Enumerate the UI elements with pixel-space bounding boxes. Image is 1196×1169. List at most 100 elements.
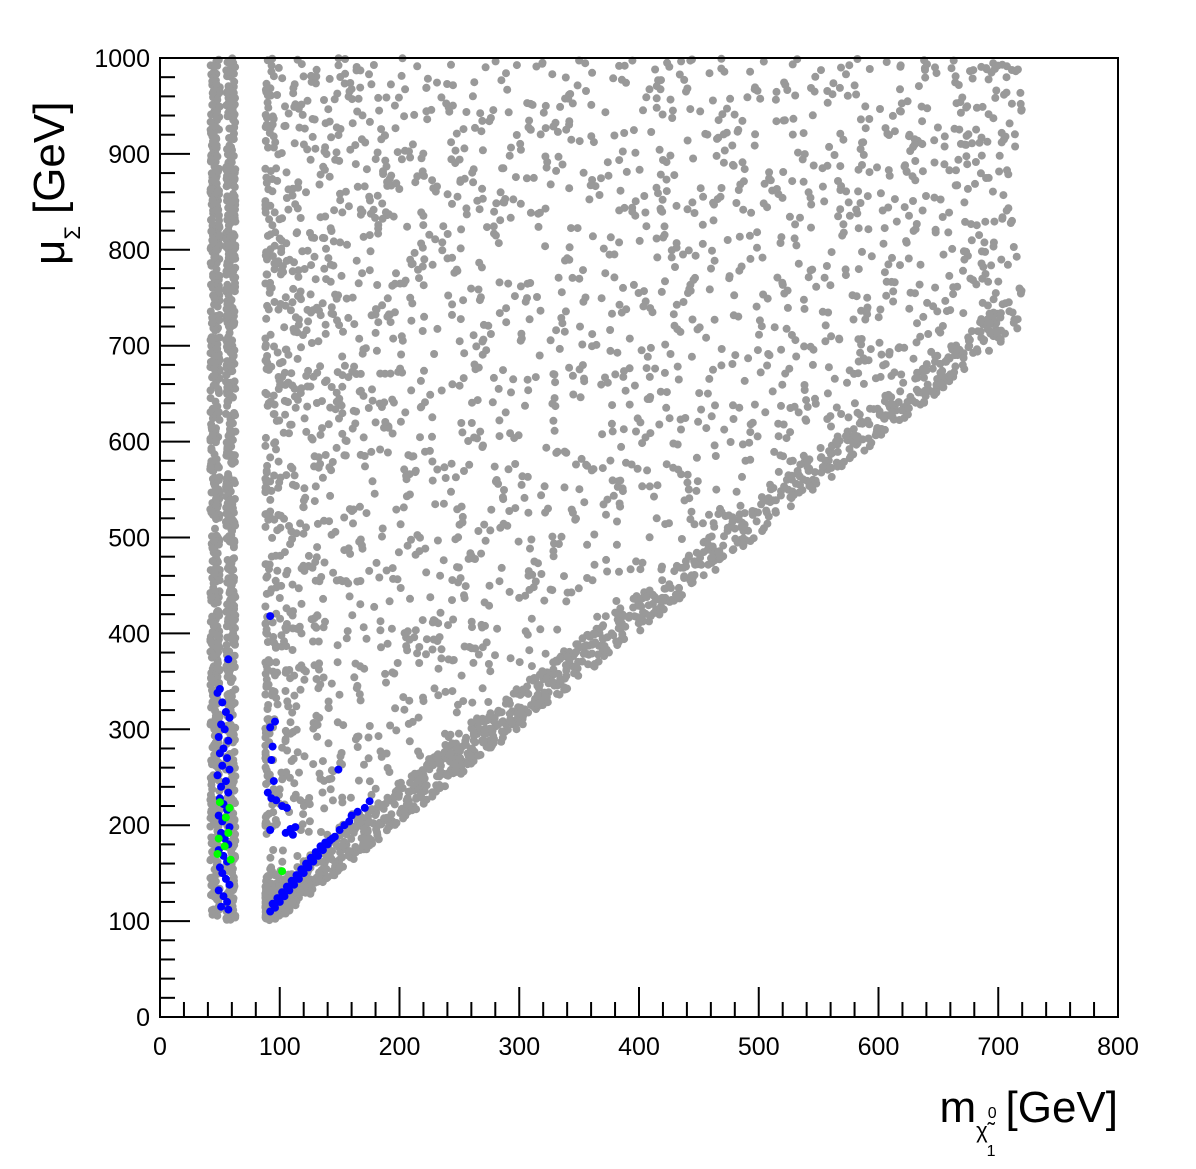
gray-point <box>414 713 423 722</box>
y-axis-title-subscript: Σ <box>60 226 85 240</box>
gray-point <box>275 594 284 602</box>
gray-point <box>230 786 239 795</box>
gray-point <box>374 229 383 238</box>
gray-point <box>418 327 427 335</box>
gray-point <box>391 124 400 133</box>
gray-point <box>321 212 330 221</box>
gray-point <box>490 462 499 471</box>
gray-point <box>496 216 505 225</box>
gray-point <box>282 194 291 202</box>
gray-point <box>291 313 300 322</box>
gray-point <box>745 438 754 447</box>
gray-point <box>299 529 308 538</box>
blue-point <box>281 828 290 837</box>
gray-point <box>353 743 362 751</box>
gray-point <box>326 260 335 269</box>
gray-point <box>774 467 783 476</box>
gray-point <box>346 549 355 558</box>
gray-point <box>528 570 537 579</box>
gray-point <box>516 139 525 148</box>
gray-point <box>225 241 234 250</box>
gray-point <box>877 350 886 359</box>
gray-point <box>231 94 239 103</box>
gray-point <box>884 390 893 399</box>
gray-point <box>495 278 504 287</box>
gray-point <box>799 295 808 304</box>
gray-point <box>533 690 542 699</box>
gray-point <box>710 256 719 265</box>
gray-point <box>588 342 596 351</box>
gray-point <box>215 713 224 722</box>
green-point <box>278 867 287 876</box>
gray-point <box>373 281 382 289</box>
gray-point <box>375 106 384 115</box>
gray-point <box>636 614 645 623</box>
gray-point <box>778 193 787 202</box>
gray-point <box>457 502 466 511</box>
gray-point <box>231 913 240 922</box>
gray-point <box>467 419 476 427</box>
gray-point <box>352 256 361 265</box>
gray-point <box>916 332 925 341</box>
gray-point <box>614 638 623 647</box>
gray-point <box>315 306 323 315</box>
gray-point <box>223 68 232 76</box>
gray-point <box>469 331 478 340</box>
gray-point <box>605 250 614 259</box>
gray-point <box>615 567 623 576</box>
gray-point <box>326 491 335 500</box>
gray-point <box>383 764 392 772</box>
gray-point <box>630 381 639 390</box>
gray-point <box>900 343 909 352</box>
gray-point <box>527 662 536 671</box>
gray-point <box>773 273 782 282</box>
gray-point <box>213 152 222 161</box>
gray-point <box>312 65 321 74</box>
gray-point <box>360 452 369 460</box>
gray-point <box>603 378 612 387</box>
x-axis-title: mχ̃0 1[GeV] <box>939 1083 1118 1160</box>
gray-point <box>499 495 508 504</box>
gray-point <box>1009 243 1018 251</box>
gray-point <box>296 887 305 896</box>
gray-point <box>714 510 723 519</box>
gray-point <box>222 305 231 314</box>
gray-point <box>207 129 215 138</box>
gray-point <box>656 595 665 604</box>
gray-point <box>597 380 606 389</box>
gray-point <box>208 557 217 566</box>
gray-point <box>992 86 1001 95</box>
gray-point <box>572 460 580 469</box>
gray-point <box>845 454 854 463</box>
gray-point <box>296 519 305 528</box>
gray-point <box>226 163 234 172</box>
gray-point <box>932 69 941 78</box>
gray-point <box>211 326 220 335</box>
gray-point <box>311 721 320 730</box>
gray-point <box>601 269 610 278</box>
gray-point <box>316 680 325 689</box>
gray-point <box>213 116 221 125</box>
blue-point <box>214 811 223 820</box>
gray-point <box>633 414 642 423</box>
blue-point <box>219 851 228 860</box>
gray-point <box>210 371 219 380</box>
gray-point <box>476 427 485 436</box>
gray-point <box>262 120 271 129</box>
gray-point <box>673 325 682 334</box>
gray-point <box>737 262 746 271</box>
gray-point <box>661 277 669 286</box>
gray-point <box>270 208 279 217</box>
gray-point <box>599 634 608 643</box>
gray-point <box>850 431 859 440</box>
gray-point <box>642 93 651 102</box>
gray-point <box>326 224 335 233</box>
gray-point <box>428 260 437 269</box>
gray-point <box>825 142 834 151</box>
gray-point <box>302 523 310 532</box>
gray-point <box>651 364 660 373</box>
gray-point <box>284 205 293 214</box>
gray-point <box>212 631 221 640</box>
gray-point <box>959 247 968 256</box>
x-axis-title-sub-subscript: 1 <box>987 1143 996 1160</box>
